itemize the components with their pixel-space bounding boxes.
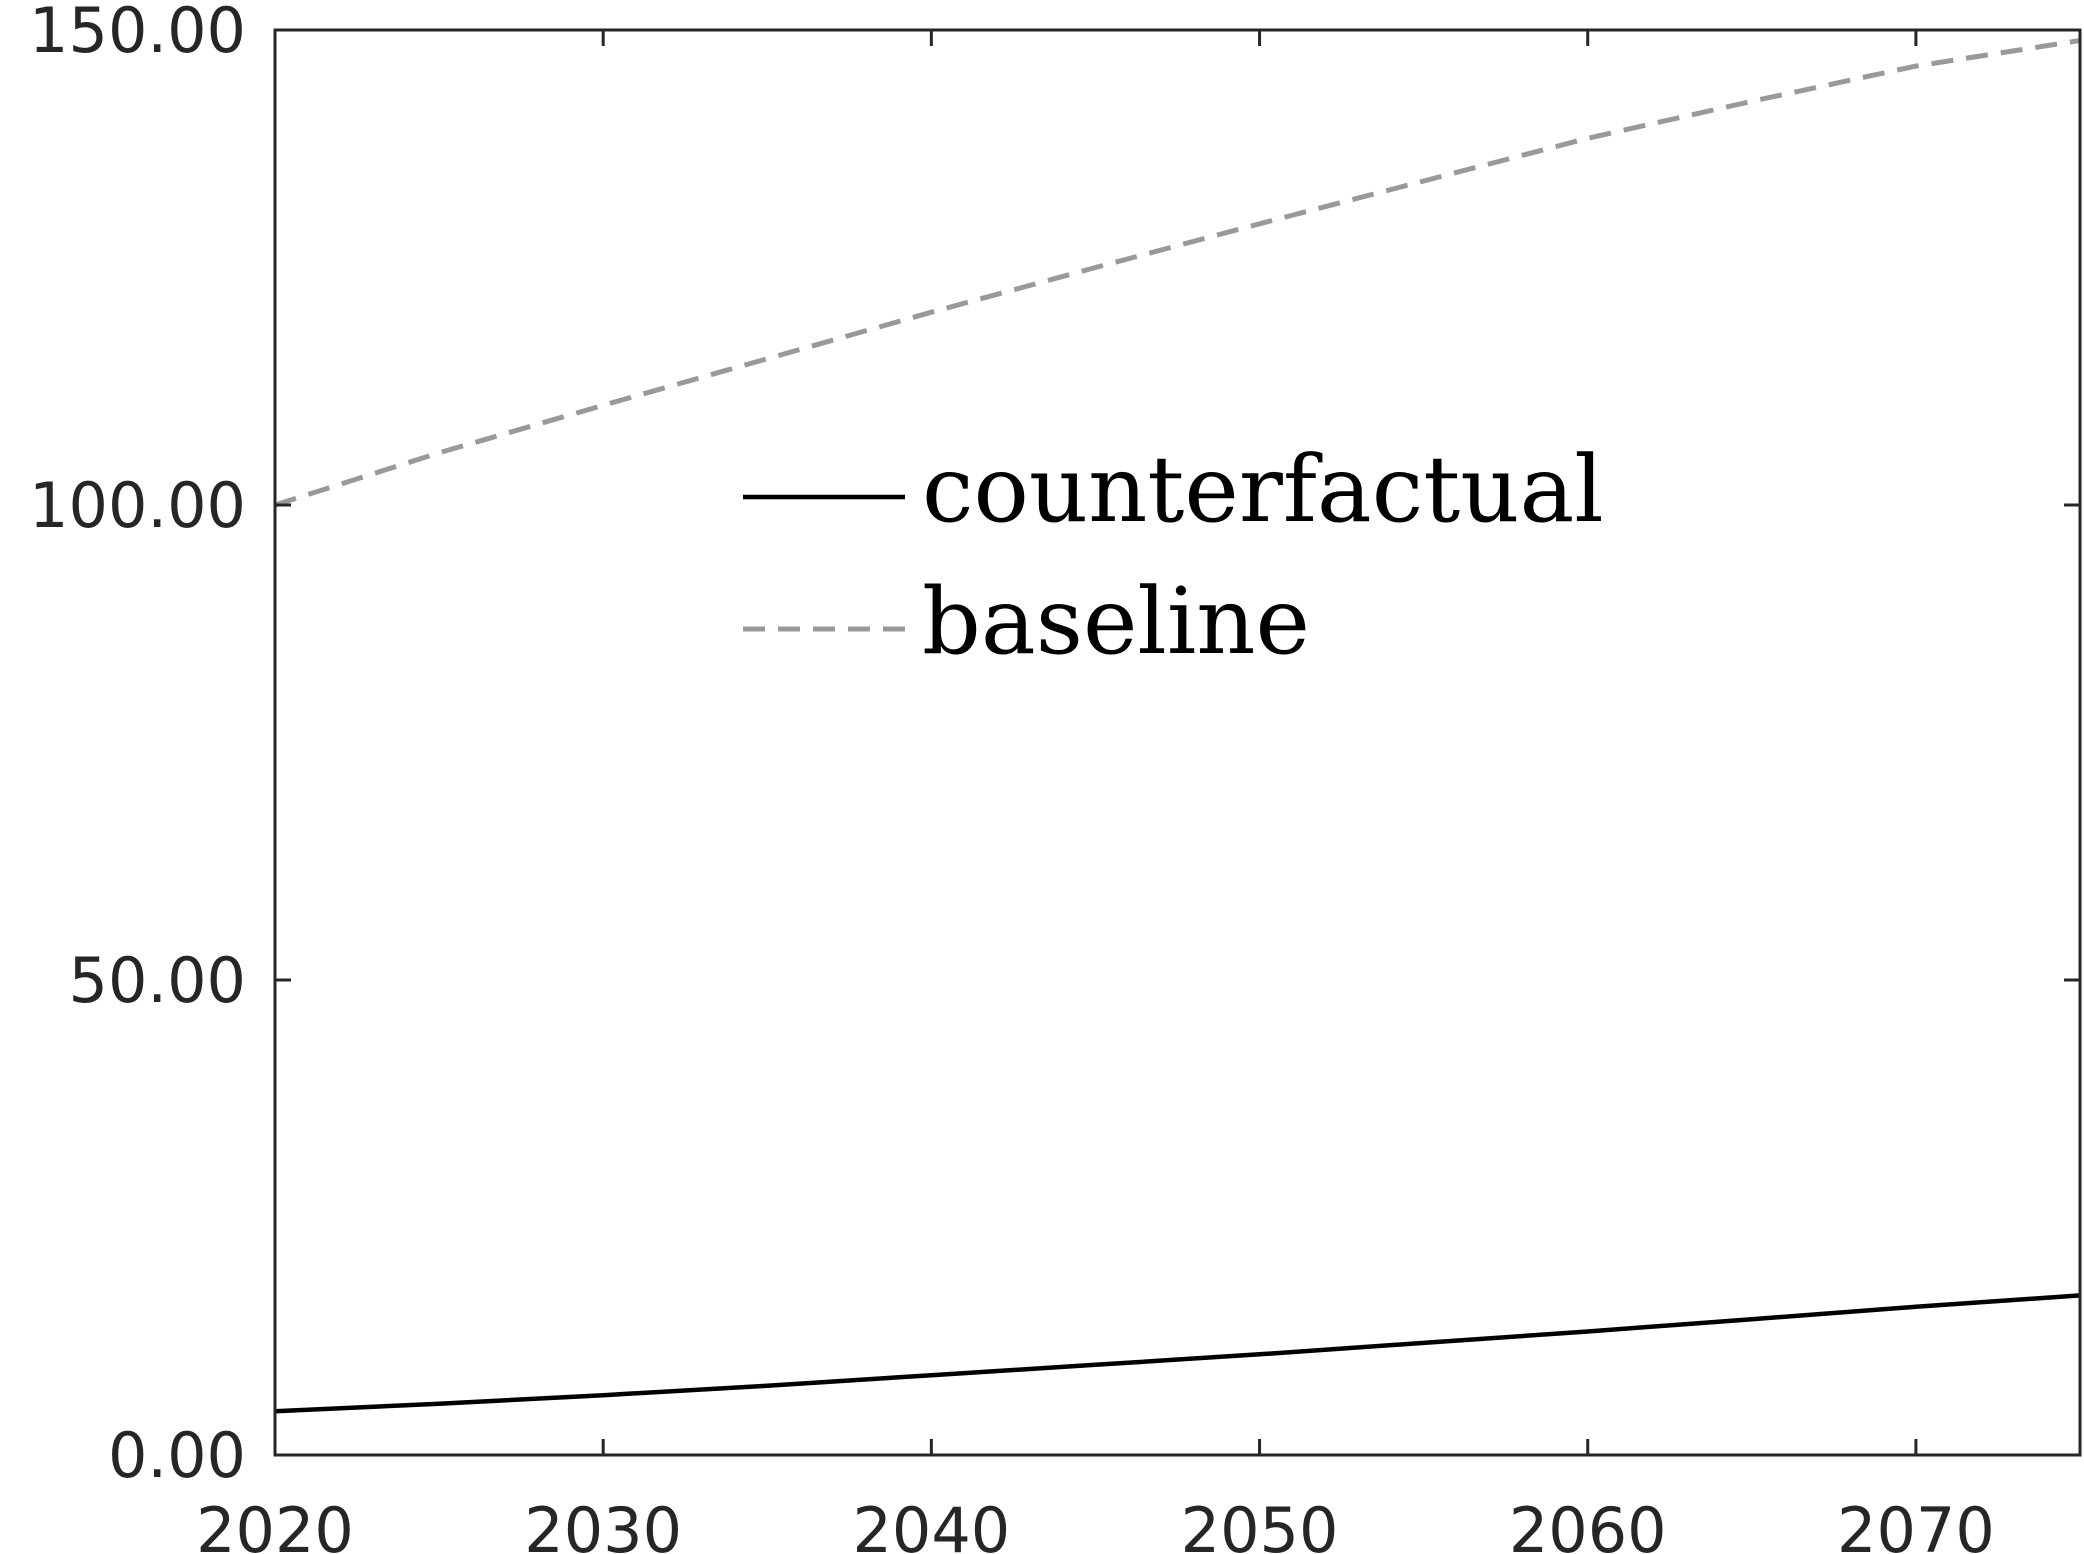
x-tick-label: 2070 <box>1837 1494 1995 1554</box>
plot-area-frame <box>273 28 2082 1457</box>
y-tick-label: 0.00 <box>108 1419 246 1492</box>
x-tick-label: 2050 <box>1181 1494 1339 1554</box>
series-line-baseline <box>274 38 2081 508</box>
x-tick-label: 2020 <box>196 1494 354 1554</box>
legend-label-counterfactual: counterfactual <box>922 436 1604 543</box>
x-tick-label: 2060 <box>1509 1494 1667 1554</box>
y-tick-label: 100.00 <box>29 469 246 542</box>
x-tick-label: 2030 <box>524 1494 682 1554</box>
series-line-counterfactual <box>274 1293 2081 1414</box>
legend: counterfactual baseline <box>743 436 1604 675</box>
y-tick-label: 50.00 <box>69 944 247 1017</box>
tick-labels-layer: 2020 2030 2040 2050 2060 2070 0.00 50.00 100.00 1… <box>29 0 1995 1554</box>
legend-label-baseline: baseline <box>922 568 1310 675</box>
x-tick-label: 2040 <box>852 1494 1010 1554</box>
series-layer <box>274 38 2081 1414</box>
y-tick-label: 150.00 <box>29 0 246 67</box>
ticks-layer <box>273 28 2080 1457</box>
